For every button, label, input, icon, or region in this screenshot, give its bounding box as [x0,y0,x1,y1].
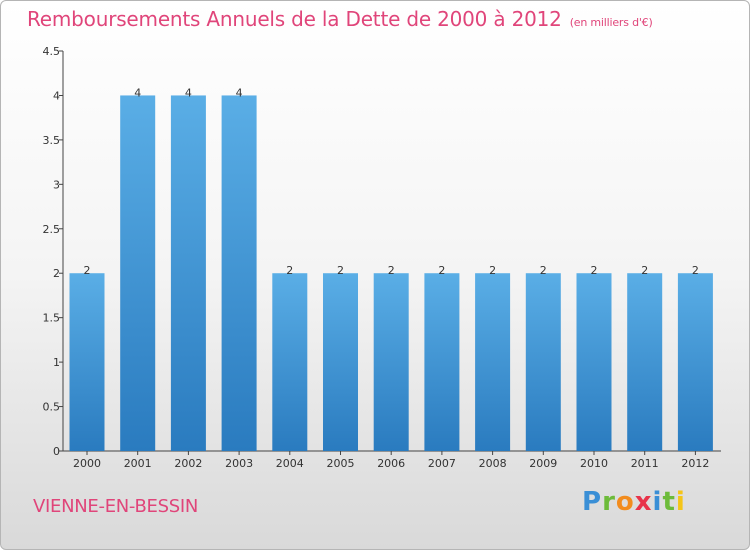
y-tick-label: 4.5 [43,45,61,58]
y-tick-label: 2.5 [43,223,61,236]
bar-2002 [170,95,206,451]
x-tick-label: 2007 [428,457,456,470]
x-tick-label: 2000 [73,457,101,470]
data-label: 2 [388,264,395,277]
data-label: 2 [489,264,496,277]
bar-2010 [576,273,612,451]
bar-2001 [120,95,156,451]
data-label: 2 [591,264,598,277]
data-label: 2 [84,264,91,277]
bar-2009 [525,273,561,451]
x-tick-label: 2010 [580,457,608,470]
y-tick-label: 1 [53,356,60,369]
chart-title: Remboursements Annuels de la Dette de 20… [27,7,653,31]
y-tick-label: 3 [53,178,60,191]
bar-2005 [323,273,358,451]
data-label: 2 [540,264,547,277]
bar-2003 [221,95,257,451]
y-tick-label: 0.5 [43,401,61,414]
bar-2008 [475,273,511,451]
x-tick-label: 2009 [529,457,557,470]
bar-2004 [272,273,308,451]
place-name: VIENNE-EN-BESSIN [33,496,199,517]
data-label: 4 [134,86,141,99]
y-tick-label: 1.5 [43,312,61,325]
data-label: 2 [438,264,445,277]
x-tick-label: 2003 [225,457,253,470]
bar-2012 [677,273,713,451]
unit-label: (en milliers d'€) [569,16,653,29]
bar-2000 [69,273,105,451]
y-tick-label: 2 [53,267,60,280]
x-tick-label: 2002 [174,457,202,470]
x-tick-label: 2001 [124,457,152,470]
data-label: 4 [236,86,243,99]
data-label: 2 [641,264,648,277]
y-tick-label: 0 [53,445,60,458]
data-label: 4 [185,86,192,99]
data-label: 2 [286,264,293,277]
bar-2007 [424,273,460,451]
x-tick-label: 2012 [681,457,709,470]
data-label: 2 [692,264,699,277]
y-tick-label: 4 [53,89,60,102]
x-tick-label: 2006 [377,457,405,470]
bar-2011 [627,273,663,451]
data-label: 2 [337,264,344,277]
x-tick-label: 2005 [327,457,355,470]
x-tick-label: 2008 [479,457,507,470]
y-tick-label: 3.5 [43,134,61,147]
proxiti-logo[interactable]: Proxiti [582,487,686,517]
x-tick-label: 2004 [276,457,304,470]
title-text: Remboursements Annuels de la Dette de 20… [27,7,562,31]
x-tick-label: 2011 [631,457,659,470]
bar-2006 [373,273,409,451]
